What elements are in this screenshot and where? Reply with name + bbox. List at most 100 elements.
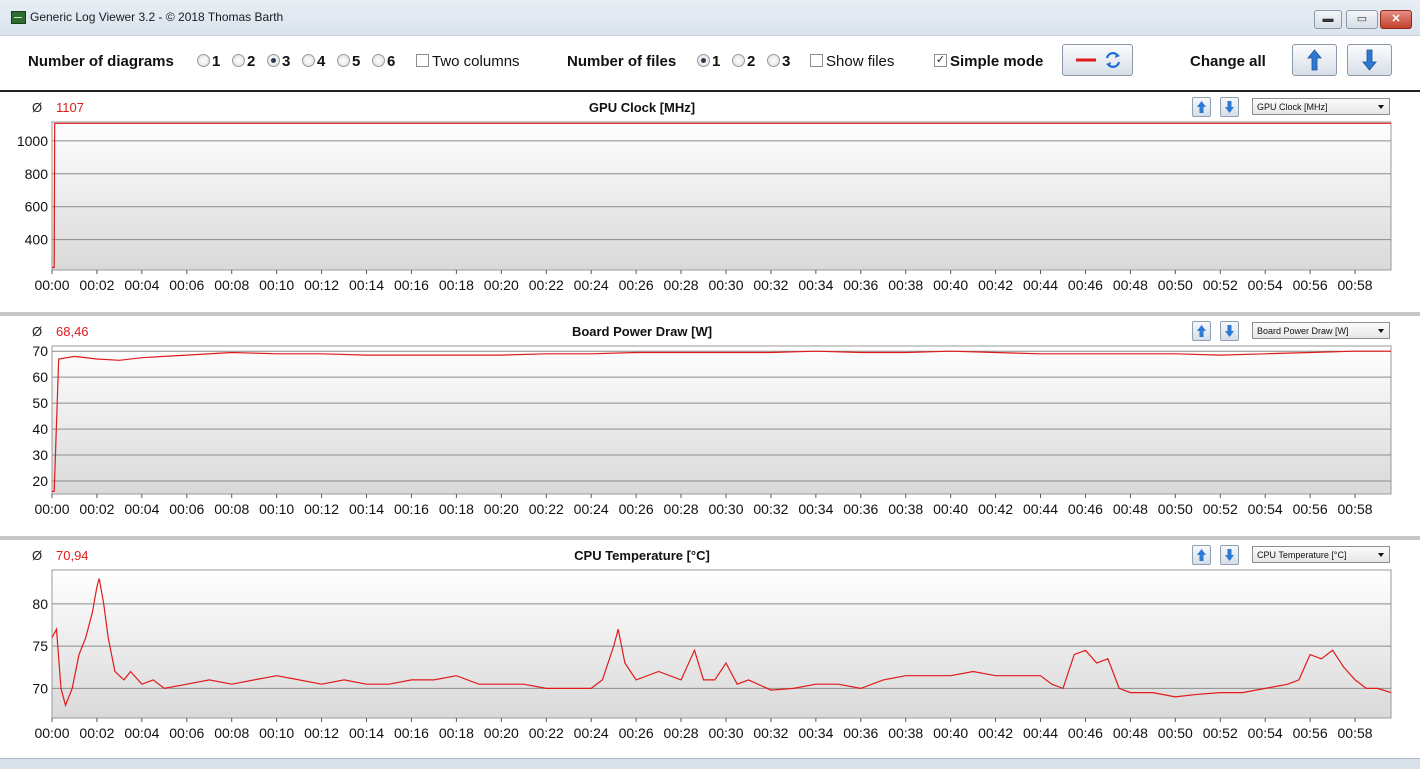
x-tick-label: 00:38 [888,725,923,741]
move-up-all-button[interactable] [1292,44,1337,76]
minimize-button[interactable]: ▬ [1314,10,1342,29]
x-tick-label: 00:18 [439,277,474,293]
y-tick-label: 20 [32,473,48,489]
x-tick-label: 00:12 [304,277,339,293]
x-tick-label: 00:28 [664,725,699,741]
panel-move-down-button[interactable] [1220,545,1239,565]
diagram-radio-4[interactable] [302,54,315,67]
move-down-all-button[interactable] [1347,44,1392,76]
x-tick-label: 00:54 [1248,725,1283,741]
y-tick-label: 30 [32,447,48,463]
panel-move-up-button[interactable] [1192,97,1211,117]
diagram-radio-2[interactable] [232,54,245,67]
x-tick-label: 00:40 [933,501,968,517]
x-tick-label: 00:38 [888,277,923,293]
gpu-clock-chart: 400 600 800 1000 00:00 00:02 00:04 00:06 00:08 00… [17,121,1392,293]
x-tick-label: 00:38 [888,501,923,517]
close-button[interactable]: ✕ [1380,10,1412,29]
x-tick-label: 00:48 [1113,277,1148,293]
diagram-radio-6[interactable] [372,54,385,67]
average-symbol: Ø [32,548,43,563]
x-tick-label: 00:04 [124,277,159,293]
y-tick-label: 600 [25,199,49,215]
panel-move-up-button[interactable] [1192,545,1211,565]
x-tick-label: 00:20 [484,725,519,741]
x-tick-label: 00:10 [259,277,294,293]
window-title: Generic Log Viewer 3.2 - © 2018 Thomas B… [30,10,284,24]
change-all-label: Change all [1190,53,1266,70]
x-tick-label: 00:40 [933,277,968,293]
diagram-radio-5[interactable] [337,54,350,67]
arrow-down-icon [1225,101,1234,113]
x-tick-label: 00:22 [529,501,564,517]
x-tick-label: 00:46 [1068,501,1103,517]
x-tick-label: 00:20 [484,501,519,517]
x-tick-label: 00:16 [394,277,429,293]
diagram-radio-1[interactable] [197,54,210,67]
x-tick-label: 00:48 [1113,725,1148,741]
x-tick-label: 00:08 [214,501,249,517]
panel-move-down-button[interactable] [1220,97,1239,117]
x-tick-label: 00:24 [574,277,609,293]
x-tick-label: 00:32 [753,277,788,293]
channel-select[interactable]: GPU Clock [MHz] [1252,98,1390,115]
panel-move-down-button[interactable] [1220,321,1239,341]
arrow-down-icon [1225,549,1234,561]
diagram-radio-3[interactable] [267,54,280,67]
x-tick-label: 00:12 [304,501,339,517]
channel-select[interactable]: CPU Temperature [°C] [1252,546,1390,563]
x-tick-label: 00:08 [214,277,249,293]
x-tick-label: 00:14 [349,501,384,517]
file-option-3: 3 [782,53,791,70]
x-tick-label: 00:30 [708,725,743,741]
toolbar: Number of diagrams 1 2 3 4 5 6 Two colum… [0,36,1420,92]
panel-move-up-button[interactable] [1192,321,1211,341]
y-tick-label: 800 [25,166,49,182]
x-tick-label: 00:16 [394,501,429,517]
board-power-chart: 20 30 40 50 60 70 00:00 00:02 00:04 00:06 00:08 00:… [32,343,1392,517]
file-option-1: 1 [712,53,721,70]
x-tick-label: 00:10 [259,501,294,517]
x-tick-label: 00:14 [349,725,384,741]
x-tick-label: 00:02 [79,277,114,293]
x-tick-label: 00:00 [34,277,69,293]
line-style-refresh-button[interactable] [1062,44,1133,76]
x-tick-label: 00:00 [34,725,69,741]
arrow-up-icon [1197,101,1206,113]
x-tick-label: 00:44 [1023,501,1058,517]
file-radio-1[interactable] [697,54,710,67]
x-tick-label: 00:06 [169,725,204,741]
arrow-up-icon [1197,325,1206,337]
x-tick-label: 00:50 [1158,501,1193,517]
x-tick-label: 00:50 [1158,725,1193,741]
channel-select-value: GPU Clock [MHz] [1257,102,1328,112]
x-tick-label: 00:12 [304,725,339,741]
x-tick-label: 00:28 [664,277,699,293]
x-tick-label: 00:26 [619,725,654,741]
diagram-panel-gpu-clock: Ø 1107 GPU Clock [MHz] GPU Clock [MHz] 4… [0,92,1420,314]
two-columns-checkbox[interactable] [416,54,429,67]
y-tick-label: 80 [32,596,48,612]
x-tick-label: 00:58 [1338,725,1373,741]
channel-select[interactable]: Board Power Draw [W] [1252,322,1390,339]
file-radio-3[interactable] [767,54,780,67]
x-tick-label: 00:16 [394,725,429,741]
average-value: 70,94 [56,548,89,563]
maximize-button[interactable]: ▭ [1346,10,1378,29]
diagram-panel-board-power: Ø 68,46 Board Power Draw [W] Board Power… [0,316,1420,538]
app-icon [11,11,26,24]
x-tick-label: 00:54 [1248,277,1283,293]
x-tick-label: 00:24 [574,725,609,741]
arrow-up-icon [1307,49,1322,71]
red-line-icon [1076,58,1096,62]
channel-select-value: CPU Temperature [°C] [1257,550,1347,560]
show-files-checkbox[interactable] [810,54,823,67]
simple-mode-checkbox[interactable]: ✓ [934,54,947,67]
file-option-2: 2 [747,53,756,70]
x-tick-label: 00:06 [169,501,204,517]
diagram-option-1: 1 [212,53,221,70]
file-radio-2[interactable] [732,54,745,67]
plot-area [51,345,1392,495]
x-tick-label: 00:40 [933,725,968,741]
